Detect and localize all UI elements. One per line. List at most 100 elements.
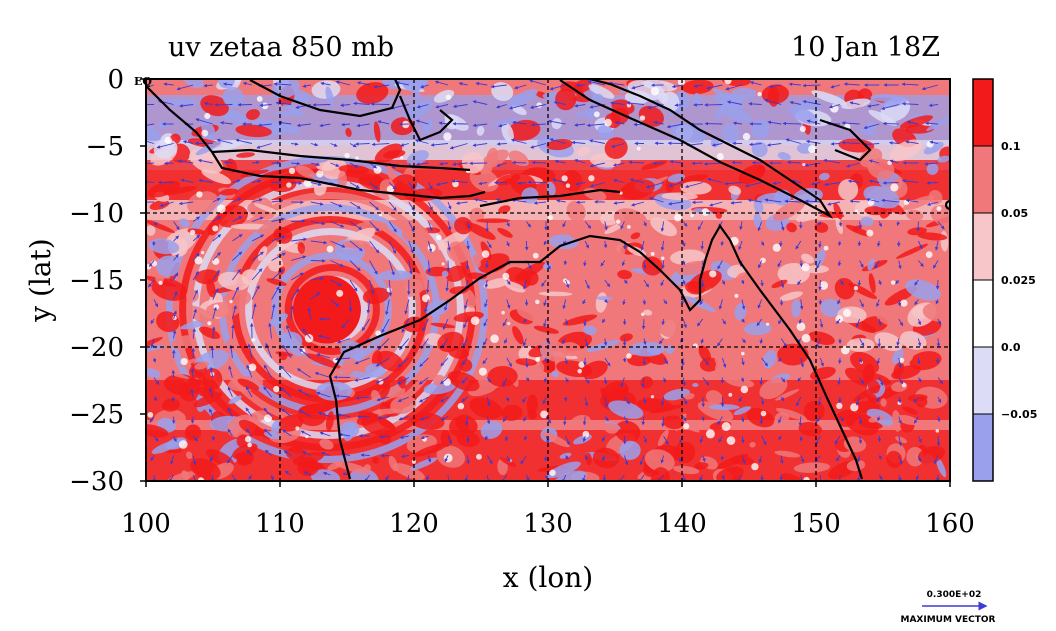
field-blob: [604, 137, 628, 159]
field-blob: [178, 218, 190, 228]
wind-vector: [628, 160, 645, 165]
field-speck: [427, 243, 436, 252]
wind-vector: [921, 84, 939, 91]
colorbar-swatch: [973, 414, 993, 481]
field-speck: [650, 395, 655, 399]
wind-vector: [472, 123, 488, 128]
wind-vector: [693, 103, 703, 107]
wind-vector: [574, 103, 586, 108]
wind-vector: [777, 260, 782, 268]
wind-vector: [653, 120, 664, 125]
field-speck: [751, 462, 759, 471]
field-blob: [146, 123, 161, 142]
x-axis-ticks: 100 110 120 130 140 150 160: [121, 481, 975, 539]
field-blob: [551, 118, 562, 130]
wind-vector: [434, 80, 449, 86]
field-speck: [264, 414, 272, 423]
wind-vector: [321, 451, 331, 456]
wind-vector: [220, 121, 233, 125]
wind-vector: [427, 240, 433, 253]
wind-vector: [925, 121, 939, 126]
wind-vector: [173, 221, 180, 231]
wind-vector: [795, 240, 802, 250]
field-speck: [843, 308, 852, 318]
wind-vector: [203, 83, 213, 88]
field-blob: [541, 431, 570, 448]
wind-vector: [275, 101, 292, 105]
wind-vector: [806, 119, 821, 125]
wind-vector: [917, 318, 922, 326]
wind-vector: [817, 396, 822, 406]
field-speck: [561, 175, 568, 182]
wind-vector: [310, 292, 321, 300]
wind-vector: [583, 260, 587, 267]
wind-vector: [349, 201, 361, 209]
field-blob: [392, 463, 425, 481]
wind-vector: [674, 103, 684, 107]
field-blob: [497, 227, 513, 238]
field-blob: [779, 291, 803, 301]
field-blob: [270, 420, 281, 434]
wind-vector: [828, 104, 841, 109]
wind-vector: [397, 377, 410, 385]
field-blob: [860, 216, 874, 226]
wind-vector: [914, 279, 919, 286]
field-speck: [549, 469, 556, 476]
wind-vector: [533, 201, 547, 205]
field-speck: [326, 245, 334, 253]
wind-vector: [388, 260, 395, 276]
wind-vector: [898, 455, 903, 465]
wind-vector: [149, 260, 155, 268]
wind-vector: [800, 357, 805, 368]
field-blob: [271, 79, 300, 99]
wind-vector: [699, 474, 704, 481]
field-speck: [212, 257, 220, 265]
wind-vector: [660, 279, 665, 287]
wind-vector: [466, 221, 471, 230]
wind-vector: [779, 240, 783, 247]
field-blob: [759, 377, 788, 400]
wind-vector: [502, 416, 508, 423]
wind-vector: [876, 299, 880, 308]
wind-vector: [173, 291, 178, 300]
wind-vector: [700, 240, 705, 250]
wind-vector: [291, 255, 307, 261]
wind-vector: [584, 377, 590, 384]
field-speck: [386, 287, 392, 293]
field-blob: [663, 415, 685, 430]
wind-vector: [209, 366, 214, 378]
wind-vector: [146, 179, 155, 184]
field-blob: [728, 185, 742, 195]
wind-vector: [760, 240, 765, 247]
wind-vector: [810, 181, 821, 186]
field-blob: [491, 286, 514, 305]
wind-vector: [335, 394, 351, 398]
field-blob: [441, 270, 449, 278]
wind-vector: [179, 103, 194, 108]
field-blob: [390, 395, 417, 414]
wind-vector: [299, 410, 312, 417]
field-blob: [820, 298, 841, 318]
field-blob: [674, 441, 696, 464]
wind-vector: [932, 260, 939, 269]
colorbar-label: 0.05: [1001, 207, 1028, 220]
wind-vector: [173, 235, 179, 242]
wind-vector: [936, 416, 941, 423]
wind-vector: [496, 104, 507, 109]
field-blob: [146, 424, 169, 438]
field-blob: [592, 447, 620, 469]
wind-vector: [360, 453, 370, 457]
field-blob: [476, 218, 511, 223]
wind-vector: [280, 387, 292, 398]
wind-vector: [348, 299, 353, 313]
wind-vector: [248, 474, 253, 480]
field-blob: [476, 126, 485, 136]
field-blob: [349, 468, 379, 481]
wind-vector: [638, 474, 645, 481]
wind-vector: [780, 221, 785, 231]
colorbar-frame: [972, 78, 994, 482]
field-blob: [376, 350, 404, 372]
corner-eq-label: EQ: [134, 75, 152, 88]
wind-vector: [296, 123, 311, 128]
wind-vector: [929, 140, 939, 145]
